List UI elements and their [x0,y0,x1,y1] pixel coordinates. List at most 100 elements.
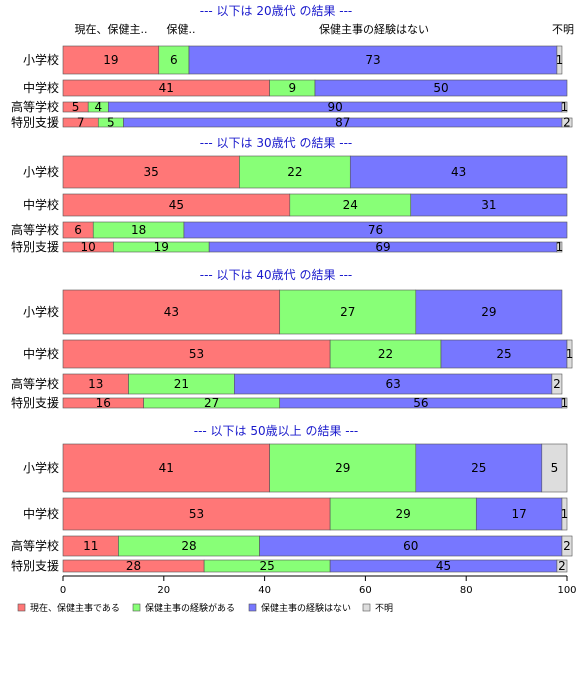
category-label: 小学校 [23,164,59,179]
panel-title-0: --- 以下は 20歳代 の結果 --- [200,4,353,18]
bar-segment [62,45,160,75]
legend-label: 現在、保健主事である [30,602,120,614]
x-tick-label: 80 [460,585,473,596]
bar-segment [62,497,331,531]
data-label: 16 [96,396,111,410]
category-label: 特別支援 [11,239,59,254]
bar-segment [279,289,417,335]
data-label: 19 [103,53,118,67]
data-label: 1 [561,396,569,410]
bar-segment [561,101,568,113]
category-label: 小学校 [23,52,59,67]
panel-title-1: --- 以下は 30歳代 の結果 --- [200,136,353,150]
data-label: 31 [481,198,496,212]
data-label: 1 [566,347,574,361]
data-label: 35 [144,165,159,179]
panel-title-2: --- 以下は 40歳代 の結果 --- [200,268,353,282]
legend-label: 保健主事の経験はない [261,602,351,614]
bar-segment [314,79,568,97]
data-label: 22 [287,165,302,179]
data-label: 25 [496,347,511,361]
data-label: 18 [131,223,146,237]
data-label: 1 [556,240,564,254]
x-tick-label: 20 [157,585,170,596]
data-label: 2 [563,539,571,553]
data-label: 29 [396,507,411,521]
data-label: 27 [340,305,355,319]
bar-segment [551,373,563,395]
data-label: 90 [328,100,343,114]
bar-segment [410,193,568,217]
data-label: 50 [433,81,448,95]
data-label: 2 [563,116,571,130]
data-label: 1 [561,100,569,114]
data-label: 19 [154,240,169,254]
legend-label: 保健主事の経験がある [145,602,235,614]
bar-segment [62,339,331,369]
data-label: 28 [181,539,196,553]
x-tick-label: 60 [359,585,372,596]
data-label: 7 [77,116,85,130]
data-label: 53 [189,507,204,521]
legend-label: 不明 [375,603,393,614]
bar-segment [269,443,417,493]
data-label: 53 [189,347,204,361]
bar-segment [561,397,568,409]
data-label: 5 [551,461,559,475]
data-label: 6 [170,53,178,67]
data-label: 4 [94,100,102,114]
data-label: 5 [72,100,80,114]
data-label: 69 [375,240,390,254]
category-label: 中学校 [23,80,59,95]
data-label: 43 [451,165,466,179]
bar-segment [62,289,281,335]
bar-segment [329,339,442,369]
data-label: 73 [365,53,380,67]
data-label: 29 [335,461,350,475]
data-label: 76 [368,223,383,237]
data-label: 2 [558,559,566,573]
bar-segment [556,241,563,253]
bar-segment [475,497,563,531]
category-label: 高等学校 [11,99,59,114]
legend-swatch [132,603,141,612]
data-label: 9 [288,81,296,95]
bar-segment [556,45,563,75]
category-label: 小学校 [23,460,59,475]
category-label: 高等学校 [11,538,59,553]
data-label: 22 [378,347,393,361]
header-label-1: 保健.. [167,22,196,36]
data-label: 60 [403,539,418,553]
data-label: 87 [335,116,350,130]
bar-segment [415,289,563,335]
data-label: 45 [169,198,184,212]
bar-segment [349,155,568,189]
legend-swatch [362,603,371,612]
data-label: 25 [259,559,274,573]
data-label: 2 [553,377,561,391]
header-label-3: 不明 [552,23,574,36]
panel-title-3: --- 以下は 50歳以上 の結果 --- [194,424,359,438]
data-label: 13 [88,377,103,391]
data-label: 25 [471,461,486,475]
legend-swatch [17,603,26,612]
category-label: 特別支援 [11,395,59,410]
data-label: 29 [481,305,496,319]
bar-segment [556,559,568,573]
bar-segment [561,535,573,557]
bar-segment [158,45,190,75]
category-label: 中学校 [23,346,59,361]
data-label: 1 [561,507,569,521]
data-label: 43 [164,305,179,319]
data-label: 10 [81,240,96,254]
category-label: 高等学校 [11,222,59,237]
bar-segment [541,443,568,493]
x-tick-label: 40 [258,585,271,596]
bar-segment [561,497,568,531]
data-label: 21 [174,377,189,391]
data-label: 17 [511,507,526,521]
category-label: 特別支援 [11,558,59,573]
data-label: 41 [159,81,174,95]
category-label: 小学校 [23,304,59,319]
bar-segment [183,221,568,239]
